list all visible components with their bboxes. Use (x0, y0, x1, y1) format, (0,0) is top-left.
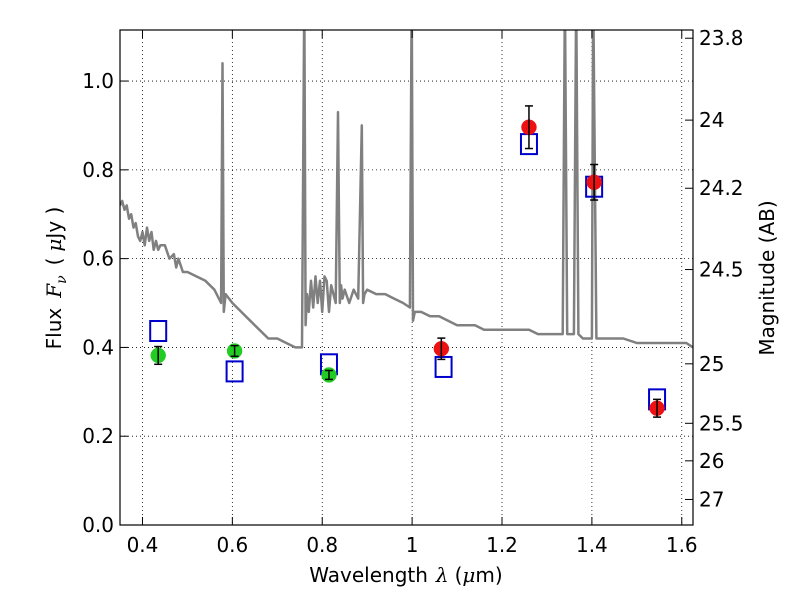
y-axis-title: FluxFν(μJy ) (42, 207, 70, 350)
model-photometry-square (434, 355, 453, 378)
y2-tick-label: 27 (699, 487, 724, 511)
sed-line-group (120, 30, 693, 349)
y2-tick-label: 24.2 (699, 176, 744, 200)
markers-group (149, 105, 667, 418)
ticks-group: 0.4 0.6 0.8 1 1.2 1.4 1.6 0.0 0.2 0.4 0.6 0.8 1.0 23.… (82, 26, 743, 557)
y2-tick-label: 24.5 (699, 258, 744, 282)
x-tick-label: 1 (406, 533, 419, 557)
x-tick-label: 1.6 (666, 533, 698, 557)
y2-tick-label: 24 (699, 108, 724, 132)
x-tick-label: 0.8 (306, 533, 338, 557)
y-tick-label: 0.2 (82, 424, 114, 448)
x-tick-label: 0.4 (127, 533, 159, 557)
plot-frame (119, 29, 694, 526)
x-tick-label: 1.2 (486, 533, 518, 557)
model-photometry-square (149, 319, 168, 342)
y2-tick-label: 23.8 (699, 26, 744, 50)
y2-axis-title: Magnitude (AB) (755, 200, 779, 355)
y2-tick-label: 25.5 (699, 411, 744, 435)
y-tick-label: 1.0 (82, 69, 114, 93)
model-photometry-square (225, 360, 244, 383)
y-tick-label: 0.0 (82, 513, 114, 537)
x-tick-label: 0.6 (216, 533, 248, 557)
y-tick-label: 0.6 (82, 247, 114, 271)
grid (120, 30, 693, 526)
y-tick-label: 0.8 (82, 158, 114, 182)
y2-tick-label: 25 (699, 352, 724, 376)
y-tick-label: 0.4 (82, 335, 114, 359)
y2-tick-label: 26 (699, 449, 724, 473)
x-axis-title: Wavelength λ (μm) (309, 563, 502, 587)
x-tick-label: 1.4 (576, 533, 608, 557)
sed-model-line (120, 30, 693, 349)
